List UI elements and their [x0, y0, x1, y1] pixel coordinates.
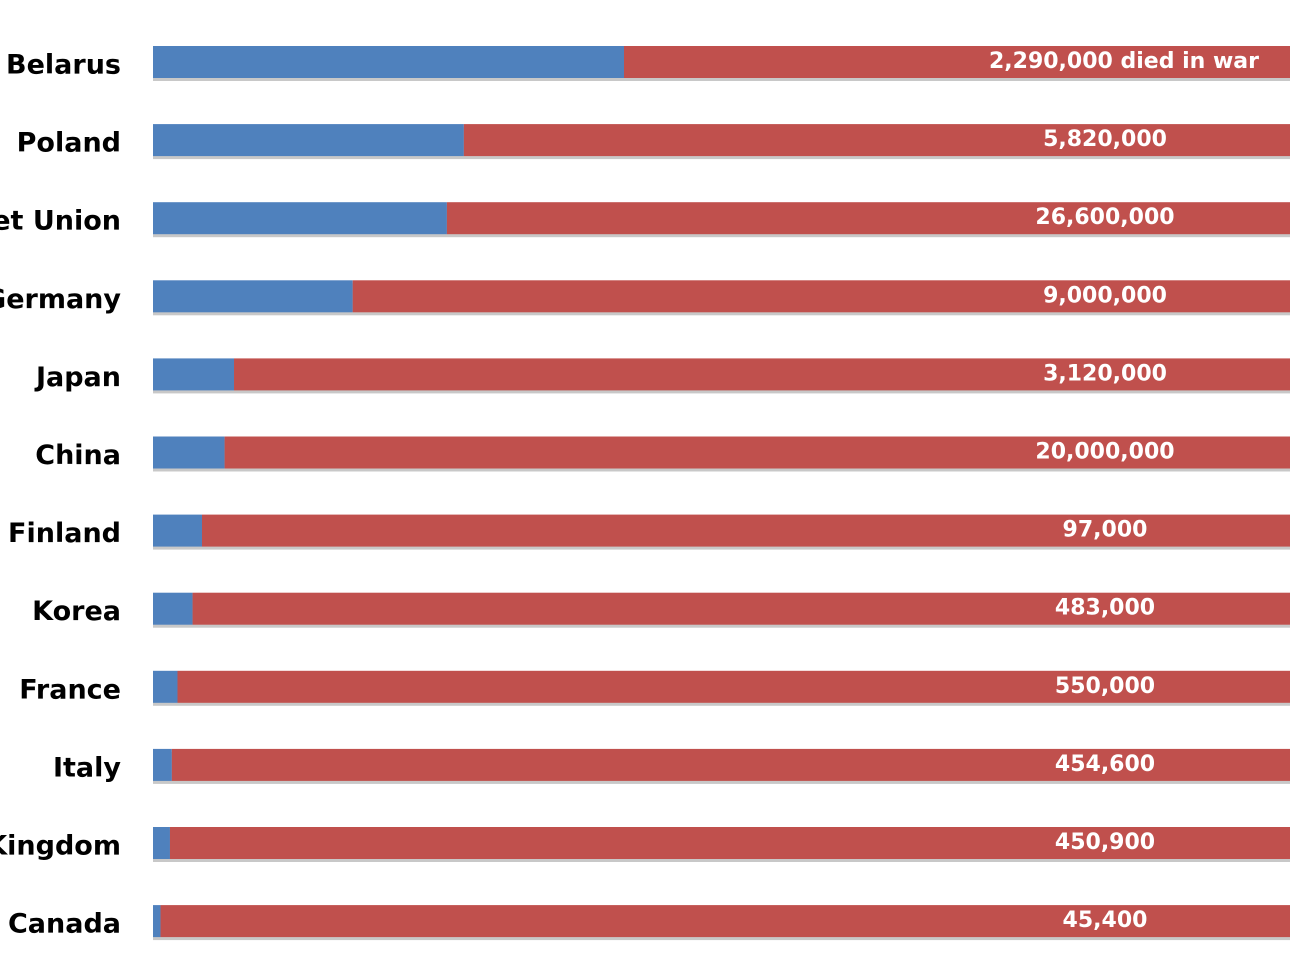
- bar-segment: [153, 514, 202, 547]
- bar-segment: [352, 280, 1290, 313]
- bar-segment: [192, 592, 1290, 625]
- bar-segment: [153, 280, 353, 313]
- bar-segment: [201, 514, 1290, 547]
- bar-segment: [153, 46, 624, 78]
- bar-label: 20,000,000: [1035, 440, 1174, 465]
- bar-segment: [153, 124, 464, 157]
- category-label: Canada: [8, 909, 121, 940]
- category-label: Finland: [8, 518, 121, 549]
- category-label: Germany: [0, 284, 121, 315]
- category-label: France: [19, 674, 121, 705]
- category-label: Italy: [53, 752, 121, 783]
- bar-label: 454,600: [1055, 752, 1155, 777]
- bar-segment: [169, 827, 1290, 859]
- bar-segment: [153, 748, 172, 781]
- bar-segment: [153, 905, 161, 938]
- bar-segment: [160, 905, 1290, 938]
- bar-segment: [153, 358, 235, 391]
- category-label: Poland: [17, 128, 121, 159]
- category-label: et Union: [0, 206, 121, 237]
- bar-segment: [177, 670, 1290, 703]
- category-label: Belarus: [6, 50, 121, 81]
- bar-label: 5,820,000: [1043, 127, 1167, 152]
- bar-segment: [171, 748, 1290, 781]
- bar-label: 45,400: [1063, 908, 1148, 933]
- bar-label: 26,600,000: [1035, 205, 1174, 230]
- bar-segment: [153, 202, 447, 235]
- category-label: Kingdom: [0, 831, 121, 862]
- category-label: China: [35, 440, 121, 471]
- bar-segment: [153, 670, 178, 703]
- bar-segment: [624, 46, 1290, 78]
- bar-label: 97,000: [1063, 518, 1148, 543]
- bar-label: 3,120,000: [1043, 361, 1167, 386]
- bar-label: 450,900: [1055, 830, 1155, 855]
- bar-segment: [463, 124, 1290, 157]
- category-label: Korea: [32, 596, 121, 627]
- bar-segment: [446, 202, 1290, 235]
- bar-segment: [153, 436, 225, 469]
- bar-segment: [153, 592, 193, 625]
- bar-label: 9,000,000: [1043, 283, 1167, 308]
- bar-label: 550,000: [1055, 674, 1155, 699]
- bar-label: 483,000: [1055, 596, 1155, 621]
- bar-segment: [153, 827, 170, 859]
- category-label: Japan: [34, 362, 121, 393]
- bar-segment: [234, 358, 1290, 391]
- bar-label: 2,290,000 died in war: [989, 49, 1259, 74]
- bar-segment: [224, 436, 1290, 469]
